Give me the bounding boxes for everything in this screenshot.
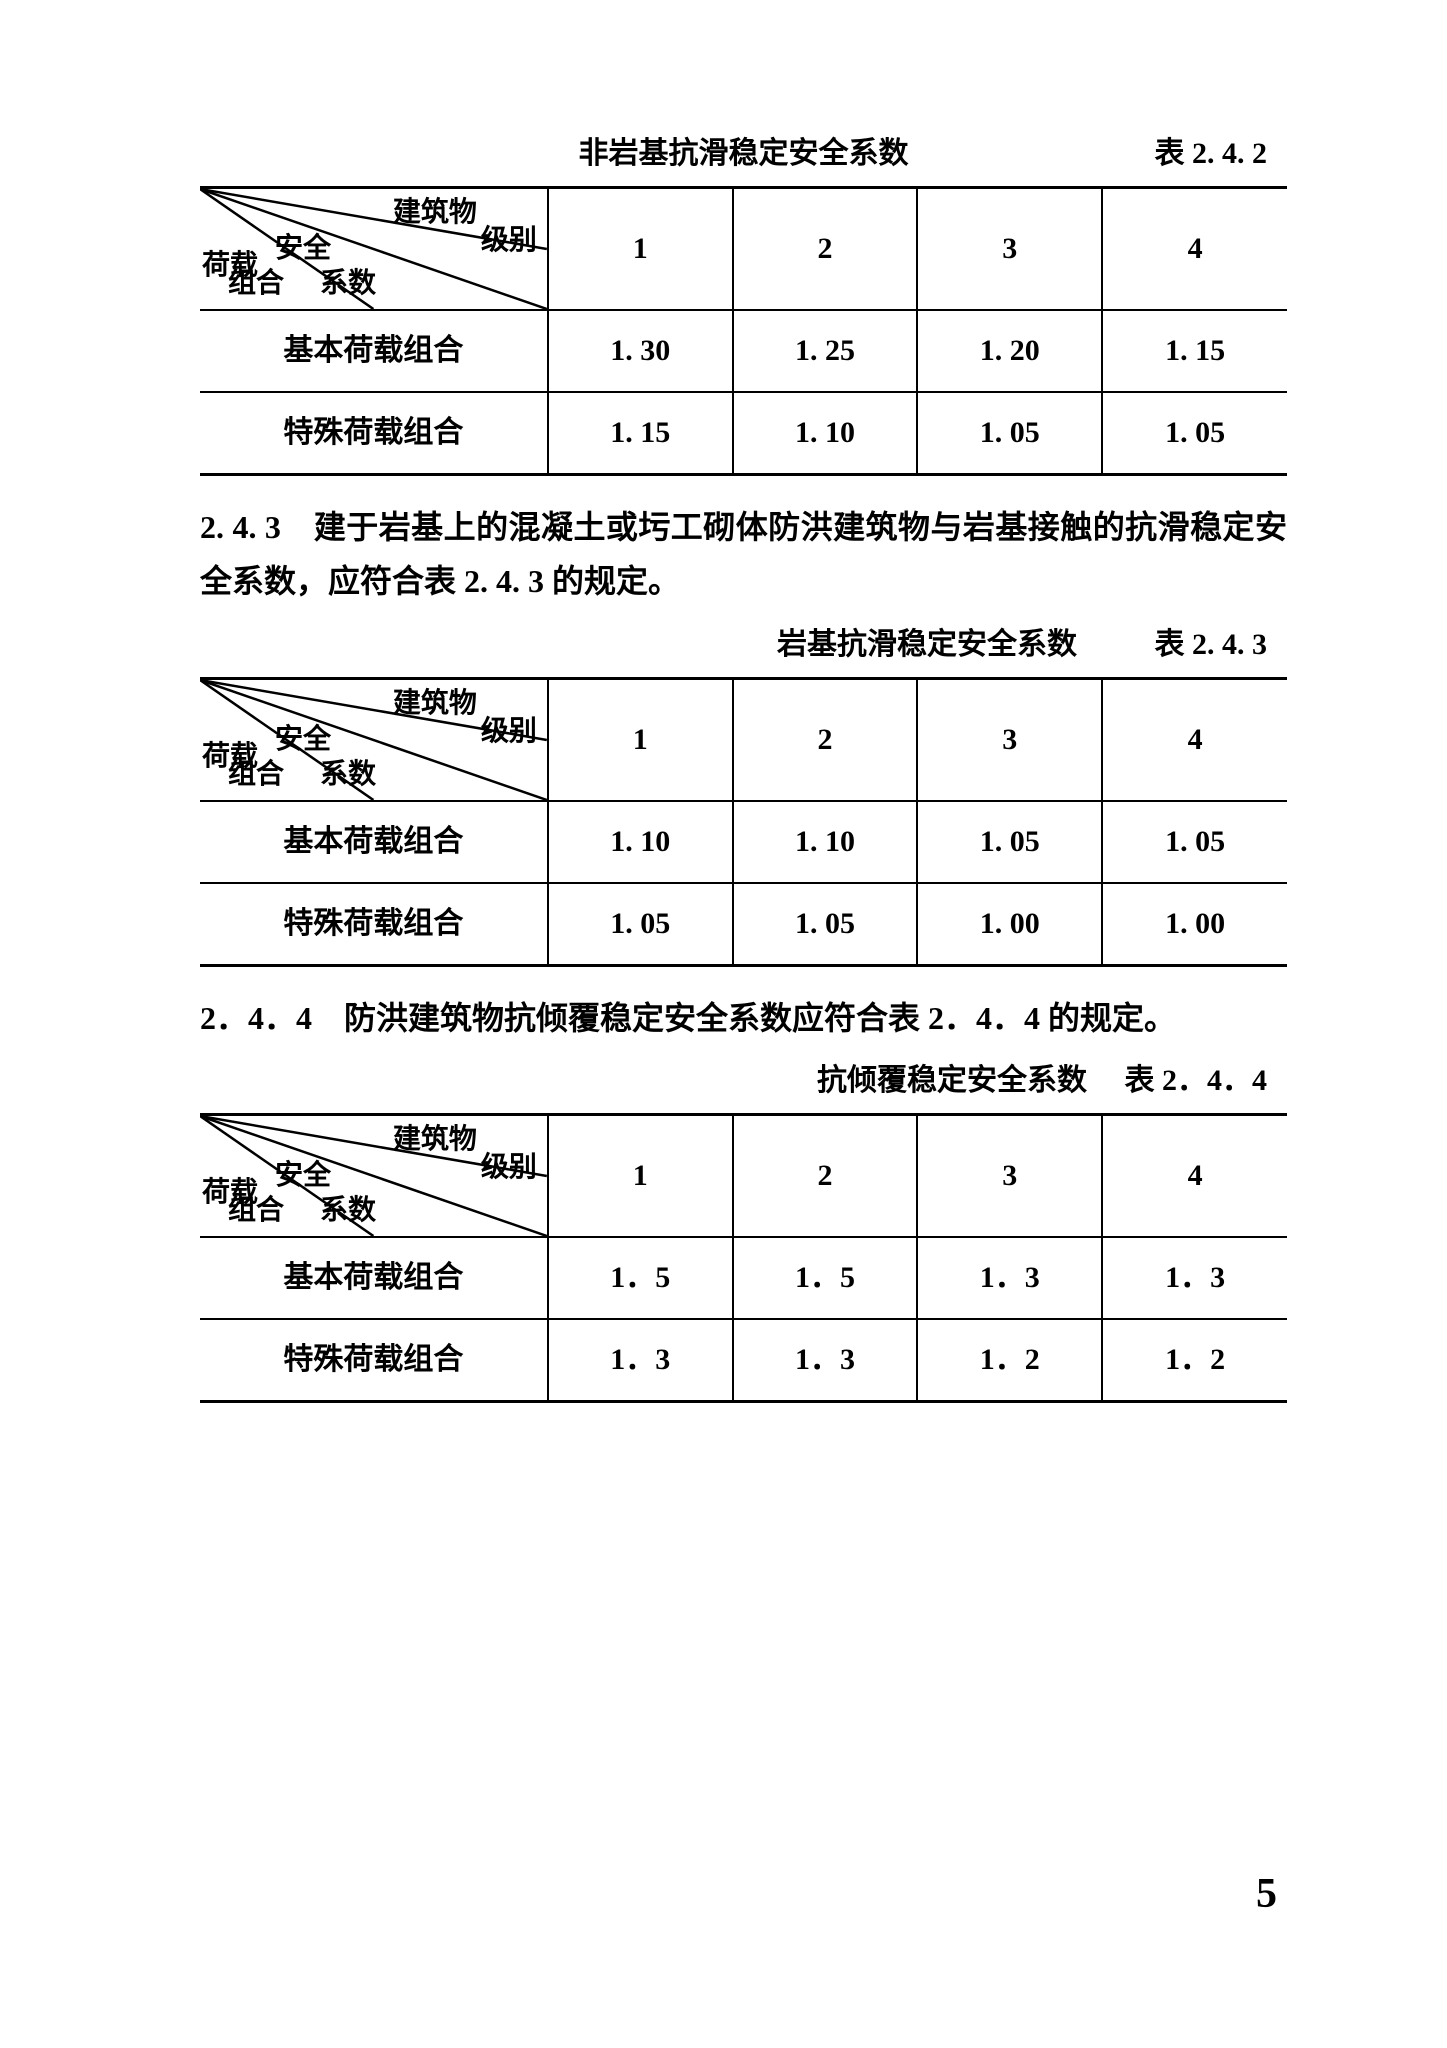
diag-top: 建筑物 (393, 1118, 477, 1163)
row-name: 基本荷载组合 (200, 801, 548, 883)
cell: 1．5 (733, 1237, 918, 1319)
cell: 1. 10 (548, 801, 733, 883)
row-name: 基本荷载组合 (200, 1237, 548, 1319)
table2-col1: 1 (548, 678, 733, 801)
table-row: 基本荷载组合 1．5 1．5 1．3 1．3 (200, 1237, 1287, 1319)
page-number: 5 (1256, 1861, 1277, 1928)
diag-top2: 级别 (481, 710, 537, 755)
table3-col1: 1 (548, 1115, 733, 1238)
cell: 1. 25 (733, 310, 918, 392)
diag-left2: 组合 (228, 753, 284, 798)
diag-top: 建筑物 (393, 191, 477, 236)
diag-top: 建筑物 (393, 682, 477, 727)
table2-caption: 岩基抗滑稳定安全系数 (777, 621, 1077, 669)
diag-bot: 系数 (320, 262, 376, 307)
table-row: 基本荷载组合 1. 10 1. 10 1. 05 1. 05 (200, 801, 1287, 883)
table1-caption: 非岩基抗滑稳定安全系数 (579, 130, 909, 178)
row-name: 特殊荷载组合 (200, 392, 548, 475)
row-name: 基本荷载组合 (200, 310, 548, 392)
table3-col4: 4 (1102, 1115, 1287, 1238)
page: 非岩基抗滑稳定安全系数 表 2. 4. 2 建筑物 级别 安全 荷载 组合 系数 (0, 0, 1447, 2048)
table2-title-row: 岩基抗滑稳定安全系数 表 2. 4. 3 (200, 621, 1287, 669)
table1-col4: 4 (1102, 188, 1287, 311)
paragraph-244: 2．4．4 防洪建筑物抗倾覆稳定安全系数应符合表 2．4．4 的规定。 (200, 991, 1287, 1045)
cell: 1．3 (733, 1319, 918, 1402)
table-row: 基本荷载组合 1. 30 1. 25 1. 20 1. 15 (200, 310, 1287, 392)
table-row: 特殊荷载组合 1. 05 1. 05 1. 00 1. 00 (200, 883, 1287, 966)
table3-col3: 3 (917, 1115, 1102, 1238)
diag-bot: 系数 (320, 753, 376, 798)
cell: 1. 00 (917, 883, 1102, 966)
cell: 1. 05 (548, 883, 733, 966)
table2-header-row: 建筑物 级别 安全 荷载 组合 系数 1 2 3 4 (200, 678, 1287, 801)
cell: 1. 05 (1102, 392, 1287, 475)
cell: 1．2 (917, 1319, 1102, 1402)
table2-col2: 2 (733, 678, 918, 801)
table1-diag-header: 建筑物 级别 安全 荷载 组合 系数 (200, 188, 548, 311)
diag-bot: 系数 (320, 1189, 376, 1234)
table2-label: 表 2. 4. 3 (1155, 621, 1268, 669)
cell: 1．2 (1102, 1319, 1287, 1402)
diag-wrap: 建筑物 级别 安全 荷载 组合 系数 (200, 189, 547, 309)
table3: 建筑物 级别 安全 荷载 组合 系数 1 2 3 4 基本荷载组合 1．5 1．… (200, 1113, 1287, 1403)
table1-col1: 1 (548, 188, 733, 311)
cell: 1. 00 (1102, 883, 1287, 966)
cell: 1．3 (1102, 1237, 1287, 1319)
table3-label: 表 2．4．4 (1125, 1057, 1268, 1105)
table2: 建筑物 级别 安全 荷载 组合 系数 1 2 3 4 基本荷载组合 1. 10 … (200, 677, 1287, 967)
cell: 1. 20 (917, 310, 1102, 392)
row-name: 特殊荷载组合 (200, 883, 548, 966)
table1-label: 表 2. 4. 2 (1155, 130, 1268, 178)
cell: 1. 30 (548, 310, 733, 392)
table2-diag-header: 建筑物 级别 安全 荷载 组合 系数 (200, 678, 548, 801)
row-name: 特殊荷载组合 (200, 1319, 548, 1402)
table3-diag-header: 建筑物 级别 安全 荷载 组合 系数 (200, 1115, 548, 1238)
cell: 1. 05 (1102, 801, 1287, 883)
diag-left2: 组合 (228, 1189, 284, 1234)
table2-col4: 4 (1102, 678, 1287, 801)
cell: 1. 05 (917, 801, 1102, 883)
diag-left2: 组合 (228, 262, 284, 307)
table1-title-row: 非岩基抗滑稳定安全系数 表 2. 4. 2 (200, 130, 1287, 178)
cell: 1. 05 (733, 883, 918, 966)
cell: 1. 15 (548, 392, 733, 475)
table1-header-row: 建筑物 级别 安全 荷载 组合 系数 1 2 3 4 (200, 188, 1287, 311)
table1-col3: 3 (917, 188, 1102, 311)
cell: 1. 10 (733, 801, 918, 883)
table2-col3: 3 (917, 678, 1102, 801)
table1-col2: 2 (733, 188, 918, 311)
table3-title-row: 抗倾覆稳定安全系数 表 2．4．4 (200, 1057, 1287, 1105)
cell: 1．3 (917, 1237, 1102, 1319)
table3-col2: 2 (733, 1115, 918, 1238)
cell: 1．5 (548, 1237, 733, 1319)
table-row: 特殊荷载组合 1. 15 1. 10 1. 05 1. 05 (200, 392, 1287, 475)
diag-wrap: 建筑物 级别 安全 荷载 组合 系数 (200, 1116, 547, 1236)
diag-top2: 级别 (481, 1146, 537, 1191)
cell: 1. 05 (917, 392, 1102, 475)
diag-top2: 级别 (481, 219, 537, 264)
cell: 1．3 (548, 1319, 733, 1402)
table3-caption: 抗倾覆稳定安全系数 (817, 1057, 1087, 1105)
paragraph-243: 2. 4. 3 建于岩基上的混凝土或圬工砌体防洪建筑物与岩基接触的抗滑稳定安全系… (200, 500, 1287, 609)
cell: 1. 10 (733, 392, 918, 475)
table3-header-row: 建筑物 级别 安全 荷载 组合 系数 1 2 3 4 (200, 1115, 1287, 1238)
cell: 1. 15 (1102, 310, 1287, 392)
diag-wrap: 建筑物 级别 安全 荷载 组合 系数 (200, 680, 547, 800)
table-row: 特殊荷载组合 1．3 1．3 1．2 1．2 (200, 1319, 1287, 1402)
table1: 建筑物 级别 安全 荷载 组合 系数 1 2 3 4 基本荷载组合 1. 30 … (200, 186, 1287, 476)
